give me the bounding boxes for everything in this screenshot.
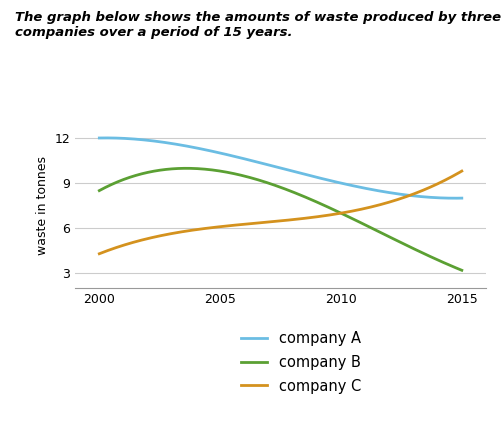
Legend: company A, company B, company C: company A, company B, company C xyxy=(235,325,367,399)
Text: The graph below shows the amounts of waste produced by three
companies over a pe: The graph below shows the amounts of was… xyxy=(15,11,501,39)
Y-axis label: waste in tonnes: waste in tonnes xyxy=(36,156,49,255)
